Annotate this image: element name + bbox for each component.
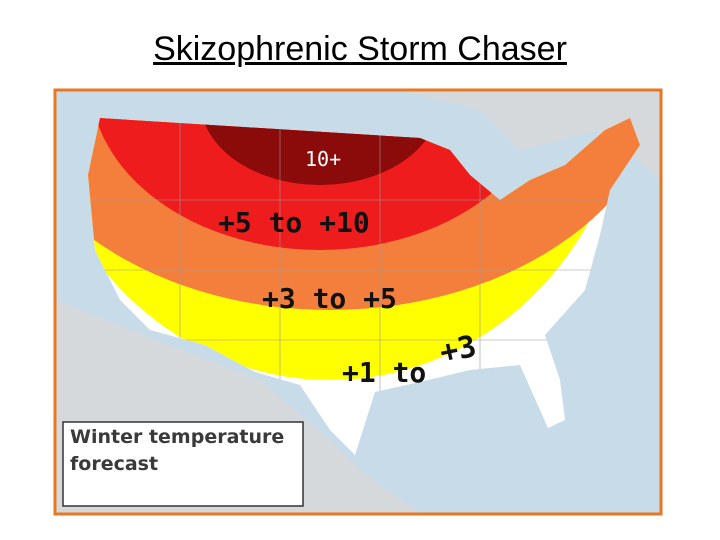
map-label: +1 to: [342, 356, 426, 389]
zone-red: [90, 118, 550, 250]
legend-box: [62, 421, 304, 507]
state-lines: [88, 118, 640, 450]
legend-text: forecast: [70, 453, 158, 475]
map-label: +3: [437, 329, 480, 371]
slide-title: Skizophrenic Storm Chaser: [153, 30, 567, 68]
canada: [55, 90, 661, 180]
map-label: 10+: [305, 147, 341, 171]
map-label: +3 to +5: [262, 282, 397, 315]
legend-text: Winter temperature: [70, 426, 284, 448]
map-label: +5 to +10: [218, 206, 370, 239]
map-frame: [53, 88, 663, 516]
